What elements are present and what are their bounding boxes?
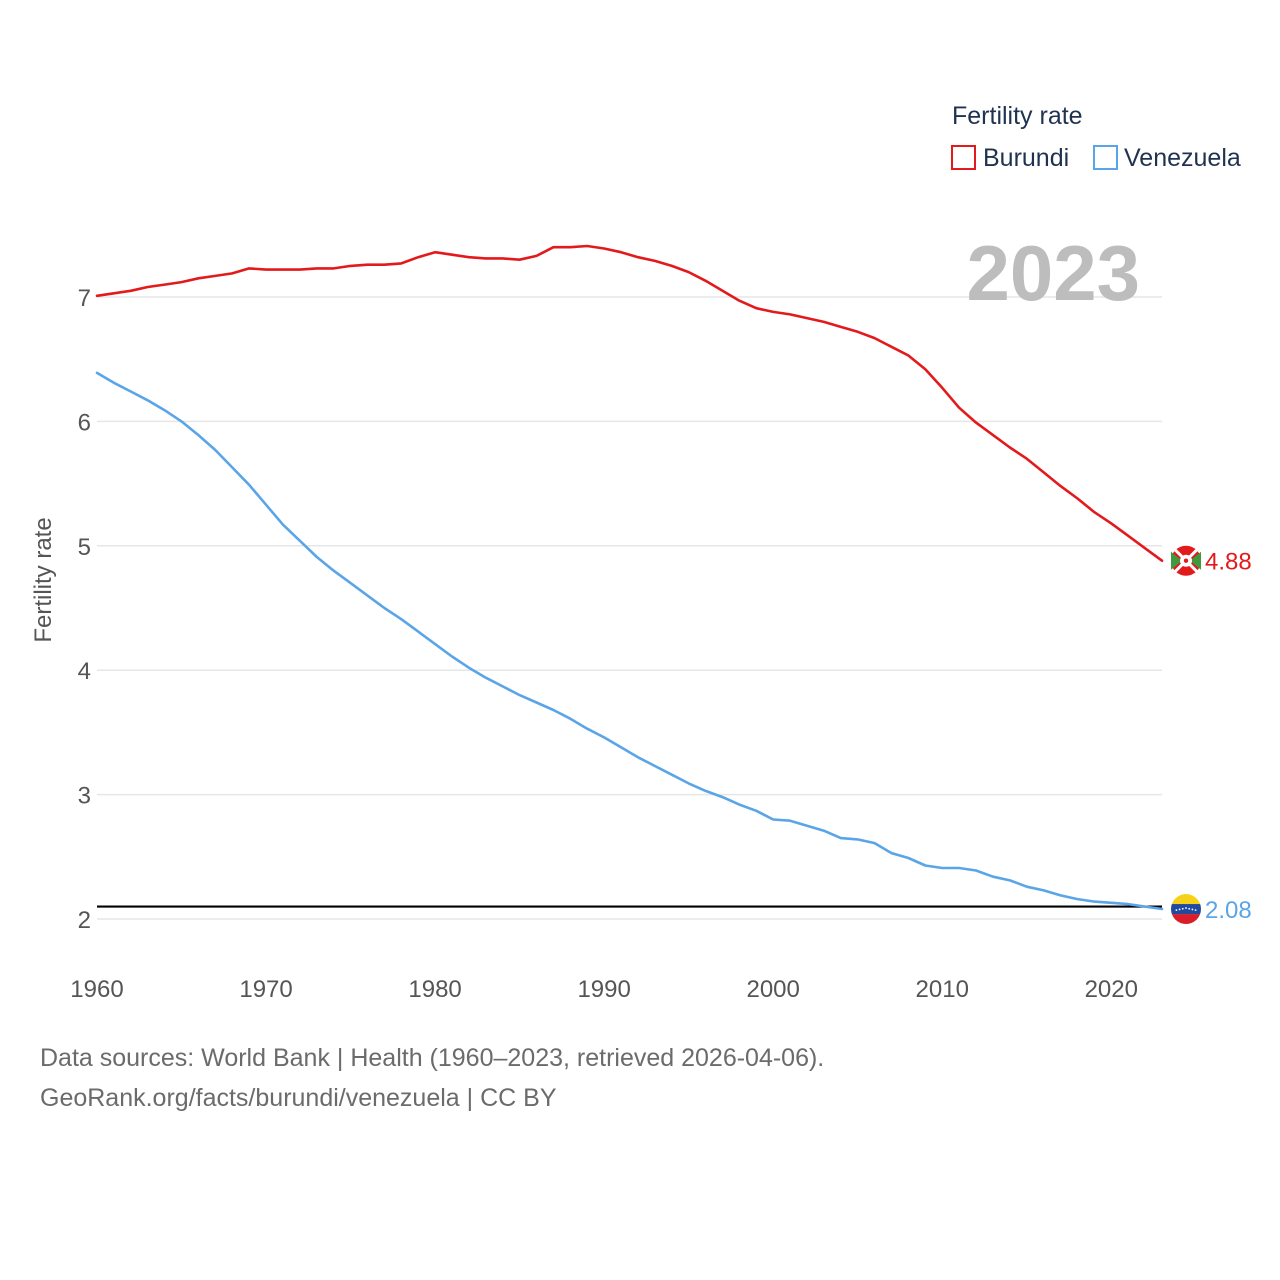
y-tick-label-3: 3: [78, 783, 91, 810]
flag-venezuela-blue: [1171, 904, 1201, 915]
flag-venezuela-red: [1171, 914, 1201, 925]
series-line-burundi: [95, 244, 1164, 563]
y-tick-label-4: 4: [78, 658, 91, 685]
end-value-burundi: 4.88: [1205, 549, 1252, 576]
y-axis-ticks: 2 3 4 5 6 7: [78, 285, 91, 934]
legend-label-venezuela: Venezuela: [1124, 144, 1241, 172]
flag-burundi-icon: [1171, 545, 1201, 576]
footer-sources: Data sources: World Bank | Health (1960–…: [40, 1044, 825, 1072]
flag-burundi-green-right: [1190, 551, 1201, 570]
flag-venezuela-star: [1194, 909, 1197, 912]
fertility-chart: 2 3 4 5 6 7 1960 1970 1980 1990 2000 2010 2020 4.88…: [30, 102, 1252, 1003]
footer-attribution: GeoRank.org/facts/burundi/venezuela | CC…: [40, 1084, 557, 1112]
series-line-venezuela: [95, 371, 1164, 911]
y-tick-label-6: 6: [78, 409, 91, 436]
legend-swatch-burundi: [951, 145, 976, 170]
flag-venezuela-star: [1185, 907, 1187, 909]
flag-venezuela-star: [1191, 908, 1194, 911]
legend: Fertility rate Burundi Venezuela: [951, 102, 1241, 172]
legend-swatch-venezuela: [1093, 145, 1118, 170]
legend-item-venezuela[interactable]: Venezuela: [1093, 144, 1241, 172]
y-tick-label-2: 2: [78, 907, 91, 934]
x-axis-ticks: 1960 1970 1980 1990 2000 2010 2020: [70, 976, 1138, 1003]
flag-venezuela-star: [1188, 907, 1191, 910]
flag-venezuela-stripes: [1171, 894, 1201, 925]
legend-label-burundi: Burundi: [983, 144, 1069, 172]
y-tick-label-7: 7: [78, 285, 91, 312]
x-tick-label-2000: 2000: [746, 976, 799, 1003]
grid-lines: [97, 296, 1162, 920]
flag-venezuela-star: [1181, 907, 1184, 910]
series-lines: [95, 244, 1164, 911]
flag-burundi-star: [1183, 558, 1189, 563]
x-tick-label-2010: 2010: [916, 976, 969, 1003]
end-value-venezuela: 2.08: [1205, 897, 1252, 924]
flag-venezuela-star: [1175, 909, 1178, 912]
y-axis-label: Fertility rate: [30, 517, 57, 642]
x-tick-label-1970: 1970: [239, 976, 292, 1003]
year-label: 2023: [966, 229, 1140, 317]
end-markers: 4.88 2.08: [1171, 545, 1252, 925]
legend-title: Fertility rate: [952, 102, 1083, 130]
y-tick-label-5: 5: [78, 534, 91, 561]
x-tick-label-1990: 1990: [577, 976, 630, 1003]
flag-venezuela-icon: [1171, 894, 1201, 925]
flag-burundi-green-left: [1171, 551, 1182, 570]
x-tick-label-1980: 1980: [408, 976, 461, 1003]
x-tick-label-2020: 2020: [1085, 976, 1138, 1003]
flag-venezuela-star: [1178, 908, 1181, 911]
flag-venezuela-yellow: [1171, 894, 1201, 905]
legend-item-burundi[interactable]: Burundi: [951, 144, 1069, 172]
x-tick-label-1960: 1960: [70, 976, 123, 1003]
